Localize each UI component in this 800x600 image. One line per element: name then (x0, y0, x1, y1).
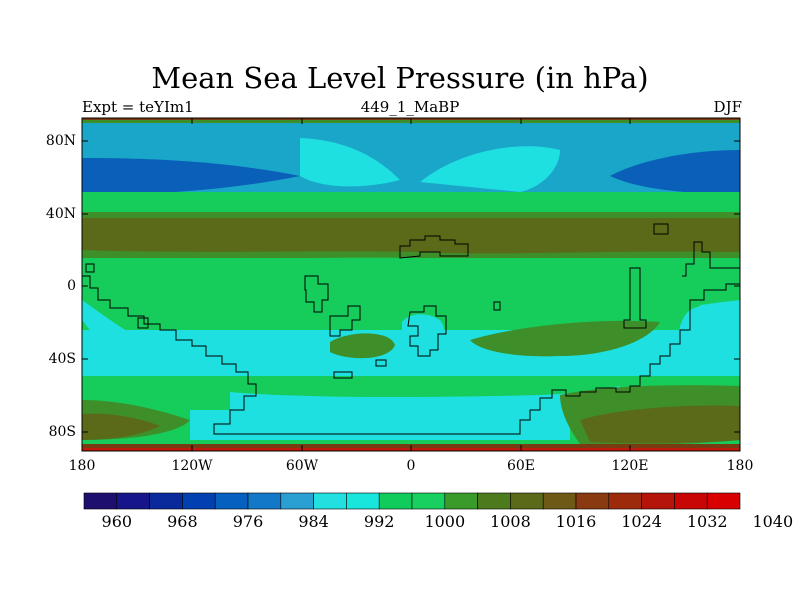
colorbar-box (575, 492, 610, 510)
colorbar-label: 1024 (621, 512, 662, 531)
colorbar-label: 968 (167, 512, 198, 531)
plot-title: Mean Sea Level Pressure (in hPa) (151, 61, 649, 95)
colorbar-box (182, 492, 216, 510)
colorbar-label: 1040 (752, 512, 794, 531)
colorbar-box (247, 492, 282, 510)
coastlines (82, 223, 741, 435)
case-label: 449_1_MaBP (360, 98, 460, 116)
lat-label-80s: 80S (48, 424, 76, 440)
colorbar-box (477, 492, 511, 510)
colorbar-box (542, 492, 577, 510)
colorbar-box (641, 492, 675, 510)
colorbar-box (378, 492, 413, 510)
colorbar-box (608, 492, 642, 510)
lon-label-60w: 60W (285, 458, 319, 474)
pressure-field (82, 118, 740, 451)
colorbar-box (510, 492, 544, 510)
colorbar-label: 1008 (490, 512, 531, 531)
colorbar (83, 492, 741, 510)
colorbar-box (313, 492, 347, 510)
colorbar-label: 1000 (424, 512, 466, 531)
lon-label-120e: 120E (611, 458, 649, 474)
lon-label-60e: 60E (506, 458, 536, 474)
lon-label-180w: 180 (68, 458, 96, 474)
colorbar-box (149, 492, 183, 510)
colorbar-box (674, 492, 708, 510)
colorbar-box (444, 492, 478, 510)
lon-label-120w: 120W (171, 458, 213, 474)
colorbar-label: 960 (101, 512, 133, 531)
colorbar-box (280, 492, 314, 510)
axis-ticks (82, 118, 740, 451)
experiment-label: Expt = teYIm1 (82, 98, 194, 116)
lat-label-0: 0 (67, 278, 76, 294)
colorbar-box (116, 492, 150, 510)
lon-label-180e: 180 (726, 458, 754, 474)
colorbar-label: 984 (298, 512, 329, 531)
colorbar-label: 976 (232, 512, 264, 531)
colorbar-label: 1016 (555, 512, 597, 531)
colorbar-box (346, 492, 380, 510)
colorbar-label: 992 (363, 512, 395, 531)
lat-label-80n: 80N (45, 133, 76, 149)
lat-label-40n: 40N (45, 206, 76, 222)
colorbar-box (214, 492, 249, 510)
colorbar-box (411, 492, 446, 510)
lon-label-0: 0 (406, 458, 416, 474)
colorbar-box (706, 492, 741, 510)
lat-label-40s: 40S (48, 351, 76, 367)
season-label: DJF (713, 98, 742, 116)
colorbar-label: 1032 (686, 512, 728, 531)
colorbar-box (83, 492, 118, 510)
